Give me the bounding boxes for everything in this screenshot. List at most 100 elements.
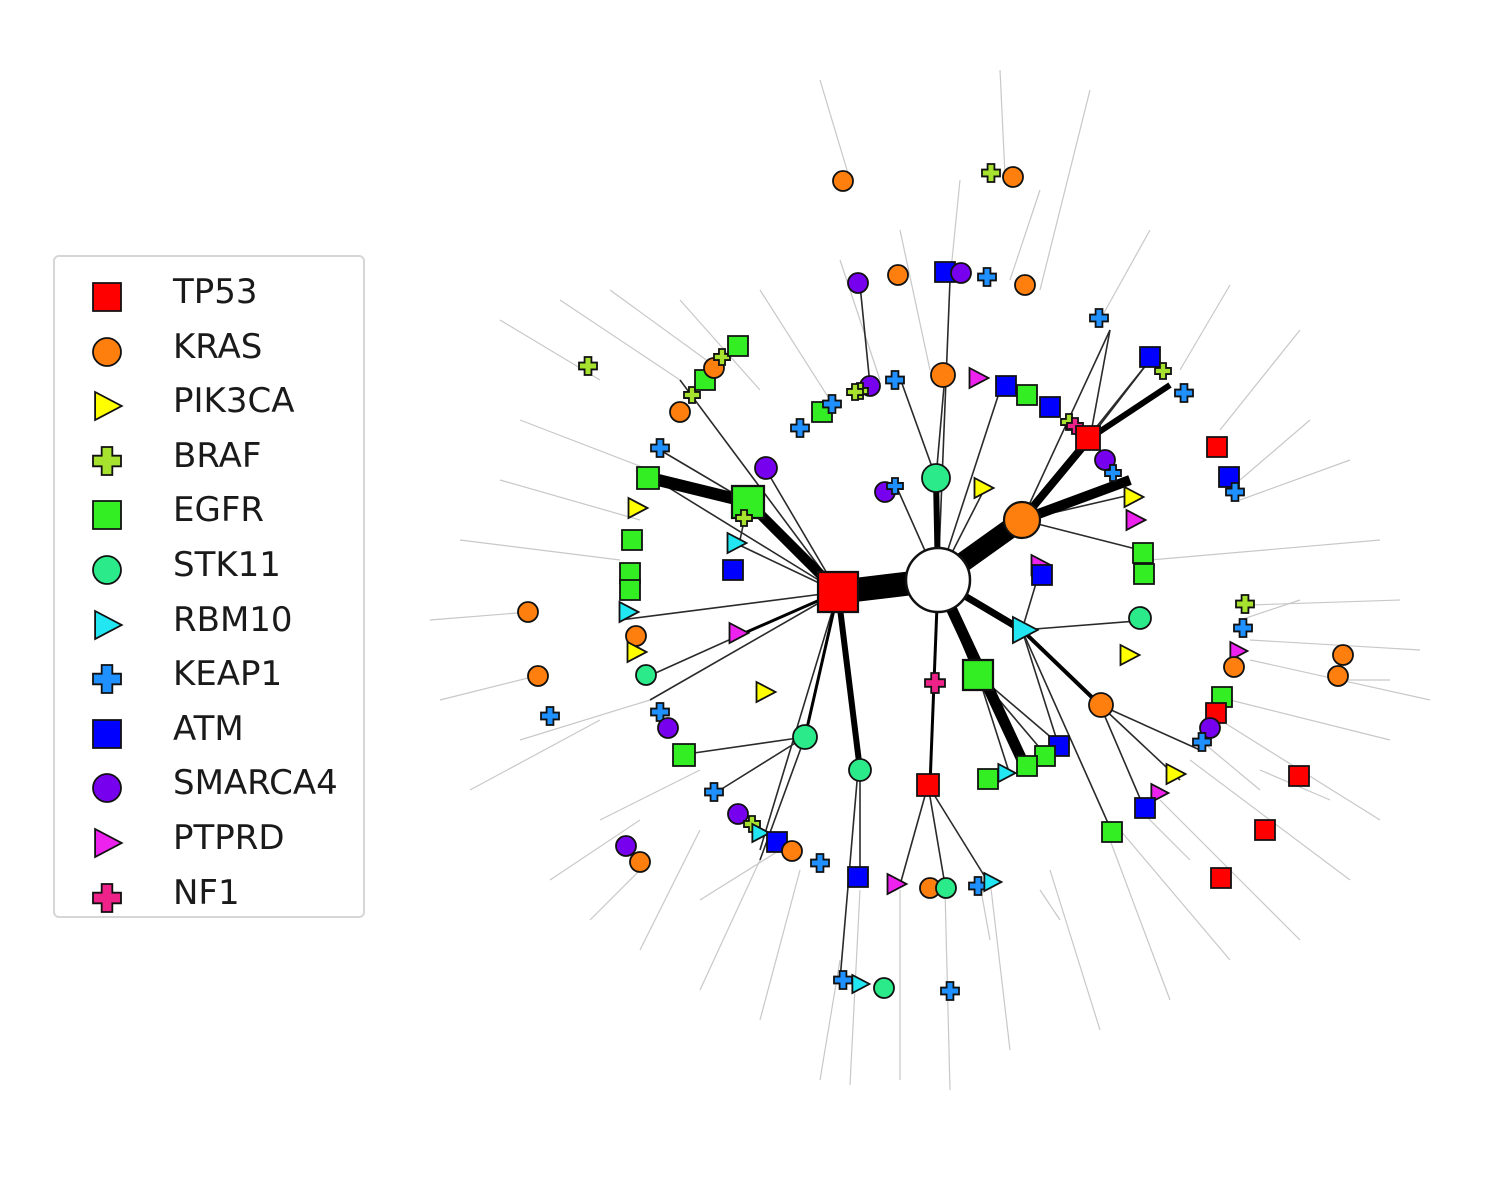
node-egfr-square <box>1016 755 1038 777</box>
node-keap1-plus <box>885 370 905 390</box>
leaf-edge <box>1219 329 1301 431</box>
branch-edge <box>899 377 937 479</box>
leaf-edge <box>1229 699 1391 741</box>
leaf-edge <box>469 719 601 791</box>
plus-marker-icon <box>92 445 122 476</box>
leaf-edge <box>609 289 721 371</box>
node-stk11-circle <box>848 758 872 782</box>
node-kras-circle <box>527 665 549 687</box>
node-kras-circle <box>1332 644 1354 666</box>
node-braf-plus <box>578 356 598 376</box>
leaf-edge <box>549 819 641 881</box>
node-egfr-square <box>1016 384 1038 406</box>
leaf-edge <box>989 879 1011 1051</box>
circle-marker-icon <box>92 773 122 804</box>
leaf-edge <box>499 479 641 521</box>
legend-label: RBM10 <box>173 599 293 640</box>
legend-marker-pik3ca <box>94 390 124 422</box>
leaf-edge <box>759 869 801 1021</box>
node-braf-plus <box>713 348 731 366</box>
node-pik3ca-triangle <box>1123 485 1146 509</box>
triangle-marker-icon <box>94 390 124 422</box>
node-keap1-plus <box>540 706 560 726</box>
legend-item-pik3ca: PIK3CA <box>55 374 363 428</box>
node-ptprd-triangle <box>1229 640 1250 662</box>
legend-label: PIK3CA <box>173 381 295 422</box>
legend-item-atm: ATM <box>55 702 363 756</box>
node-egfr-square <box>1101 821 1123 843</box>
legend-marker-ptprd <box>94 827 124 859</box>
square-marker-icon <box>92 718 122 749</box>
node-egfr-square <box>1133 563 1155 585</box>
node-keap1-plus <box>1192 732 1212 752</box>
leaf-edge <box>899 229 931 371</box>
node-keap1-plus <box>886 477 904 495</box>
node-atm-square <box>1039 396 1061 418</box>
node-keap1-plus <box>704 782 724 802</box>
node-tp53-square <box>1288 765 1310 787</box>
node-kras-circle <box>930 362 956 388</box>
node-rbm10-triangle <box>618 600 641 624</box>
leaf-edge <box>639 829 701 951</box>
node-tp53-square <box>916 773 940 797</box>
node-pik3ca-triangle <box>627 496 650 520</box>
legend-item-rbm10: RBM10 <box>55 593 363 647</box>
node-kras-circle <box>517 601 539 623</box>
node-keap1-plus <box>940 981 960 1001</box>
leaf-edge <box>1239 599 1301 621</box>
node-braf-plus <box>1235 594 1255 614</box>
node-egfr-square <box>727 335 749 357</box>
branch-edge <box>679 736 806 756</box>
node-kras-circle <box>887 264 909 286</box>
plus-marker-icon <box>92 882 122 913</box>
legend-item-nf1: NF1 <box>55 866 363 920</box>
node-atm-square <box>1031 564 1053 586</box>
node-stk11-circle <box>935 877 957 899</box>
leaf-edge <box>999 69 1006 176</box>
node-pik3ca-triangle <box>626 640 649 664</box>
node-keap1-plus <box>1225 482 1245 502</box>
node-atm-square <box>1139 346 1161 368</box>
node-kras-circle <box>832 170 854 192</box>
node-tp53-square <box>1254 819 1276 841</box>
branch-edge <box>619 591 839 621</box>
node-rbm10-triangle <box>1012 615 1040 645</box>
leaf-edge <box>819 79 851 181</box>
node-keap1-plus <box>977 267 997 287</box>
circle-marker-icon <box>92 336 122 367</box>
square-marker-icon <box>92 500 122 531</box>
node-ptprd-triangle <box>728 621 751 645</box>
legend-marker-rbm10 <box>94 609 124 641</box>
node-kras-circle <box>781 840 803 862</box>
circle-marker-icon <box>92 555 122 585</box>
legend-marker-smarca4 <box>92 773 122 804</box>
node-atm-square <box>722 559 744 581</box>
node-egfr-square <box>977 768 999 790</box>
branch-edge <box>1099 704 1201 751</box>
leaf-edge <box>699 859 761 991</box>
node-pik3ca-triangle <box>755 680 778 704</box>
legend-label: EGFR <box>173 490 265 531</box>
legend-label: STK11 <box>173 545 281 585</box>
node-rbm10-triangle <box>751 822 772 844</box>
legend-label: NF1 <box>173 872 240 913</box>
branch-edge <box>639 469 839 593</box>
root-node-circle <box>904 546 972 614</box>
legend-label: TP53 <box>173 272 258 312</box>
leaf-edge <box>699 849 781 901</box>
node-smarca4-circle <box>615 835 637 857</box>
legend-marker-egfr <box>92 500 122 531</box>
node-egfr-square <box>730 484 766 520</box>
node-egfr-square <box>636 466 660 490</box>
branch-edge <box>977 674 1011 776</box>
branch-edge <box>1089 329 1111 439</box>
triangle-marker-icon <box>94 827 124 859</box>
legend-label: ATM <box>173 708 244 749</box>
square-marker-icon <box>92 282 122 312</box>
branch-edge <box>899 784 929 886</box>
hub-tp53-square <box>816 570 860 614</box>
leaf-edge <box>439 674 541 701</box>
branch-edge <box>859 284 871 386</box>
node-keap1-plus <box>822 394 842 414</box>
